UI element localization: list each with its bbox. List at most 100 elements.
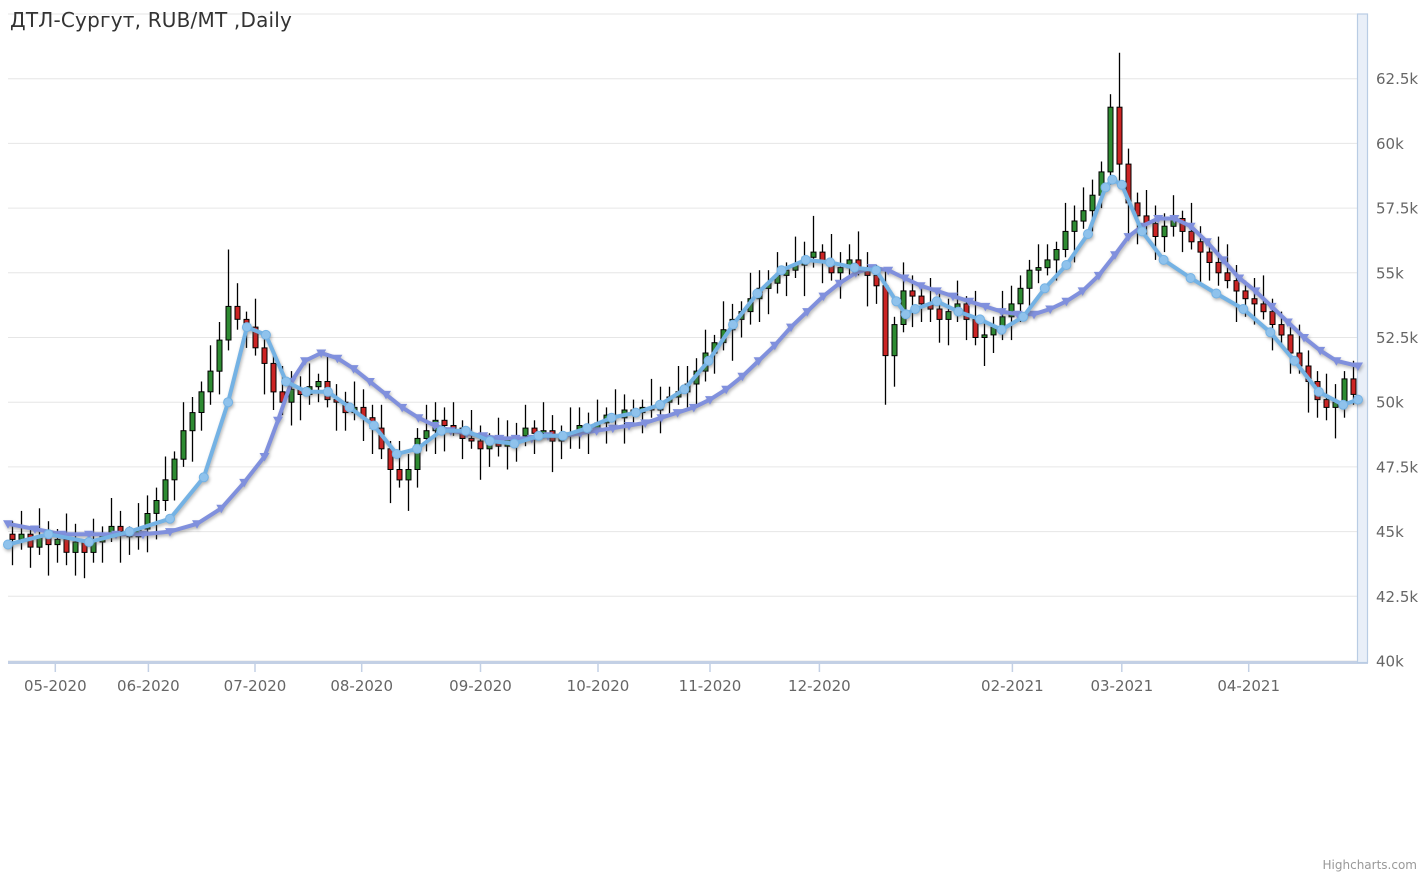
ma-fast-marker[interactable] <box>1353 394 1363 405</box>
candle-up[interactable] <box>639 399 646 434</box>
candle-up[interactable] <box>567 407 574 449</box>
ma-fast-marker[interactable] <box>165 513 175 524</box>
candle-up[interactable] <box>216 322 223 395</box>
ma-fast-marker[interactable] <box>825 257 836 268</box>
ma-slow-marker[interactable] <box>381 390 391 400</box>
ma-fast-marker[interactable] <box>1338 399 1349 410</box>
candle-down[interactable] <box>252 298 259 356</box>
candle-up[interactable] <box>981 319 988 366</box>
ma-slow-marker[interactable] <box>1123 233 1134 242</box>
candle-down[interactable] <box>1116 52 1123 185</box>
candle-down[interactable] <box>549 415 556 473</box>
candle-up[interactable] <box>1044 244 1051 276</box>
candle-down[interactable] <box>297 376 304 421</box>
ma-fast-marker[interactable] <box>533 430 544 441</box>
ma-slow-marker[interactable] <box>656 414 667 423</box>
ma-fast-marker[interactable] <box>1238 304 1249 314</box>
ma-slow-marker[interactable] <box>1331 357 1342 366</box>
candle-down[interactable] <box>261 332 268 395</box>
ma-fast-marker[interactable] <box>509 438 520 449</box>
ma-fast-marker[interactable] <box>1158 254 1169 265</box>
ma-fast-marker[interactable] <box>43 529 54 540</box>
candle-up[interactable] <box>1341 371 1348 418</box>
ma-slow-marker[interactable] <box>1201 238 1212 247</box>
candle-up[interactable] <box>1107 94 1114 185</box>
candle-down[interactable] <box>324 353 331 408</box>
candle-up[interactable] <box>792 236 799 278</box>
ma-fast-marker[interactable] <box>241 322 252 333</box>
ma-slow-marker[interactable] <box>607 424 618 434</box>
candle-up[interactable] <box>1035 244 1042 284</box>
ma-slow-marker[interactable] <box>948 292 958 302</box>
ma-slow-marker[interactable] <box>931 287 942 296</box>
ma-slow-marker[interactable] <box>721 385 732 395</box>
candle-up[interactable] <box>837 252 844 299</box>
ma-fast-marker[interactable] <box>84 537 94 547</box>
candle-down[interactable] <box>468 410 475 449</box>
candle-up[interactable] <box>1080 187 1087 229</box>
ma-slow-marker[interactable] <box>1185 222 1196 232</box>
ma-slow-marker[interactable] <box>413 414 424 423</box>
ma-fast-marker[interactable] <box>871 265 882 276</box>
candle-down[interactable] <box>333 384 340 431</box>
ma-slow-marker[interactable] <box>494 434 505 444</box>
ma-slow-marker[interactable] <box>1234 274 1245 284</box>
ma-slow-marker[interactable] <box>1282 318 1293 328</box>
ma-fast-marker[interactable] <box>728 319 738 330</box>
ma-slow-marker[interactable] <box>1029 310 1039 320</box>
ma-slow-marker[interactable] <box>364 378 375 387</box>
ma-fast-marker[interactable] <box>1313 386 1324 397</box>
ma-slow-marker[interactable] <box>192 520 202 529</box>
ma-fast-marker[interactable] <box>582 423 593 434</box>
candle-up[interactable] <box>153 487 160 540</box>
ma-fast-marker[interactable] <box>630 407 641 418</box>
candle-up[interactable] <box>990 316 997 353</box>
candle-down[interactable] <box>1215 236 1222 286</box>
ma-fast-marker[interactable] <box>1061 260 1072 270</box>
ma-fast-marker[interactable] <box>1185 273 1196 283</box>
ma-slow-marker[interactable] <box>1299 334 1309 343</box>
ma-slow-marker[interactable] <box>216 504 227 514</box>
candle-up[interactable] <box>18 510 25 550</box>
ma-fast-marker[interactable] <box>1107 174 1118 185</box>
candle-down[interactable] <box>234 283 241 330</box>
ma-slow-marker[interactable] <box>239 478 250 488</box>
ma-fast-marker[interactable] <box>900 309 911 320</box>
candle-up[interactable] <box>891 316 898 387</box>
ma-fast-marker[interactable] <box>1289 355 1300 366</box>
ma-fast-marker[interactable] <box>996 324 1007 335</box>
candle-up[interactable] <box>558 425 565 460</box>
ma-fast-marker[interactable] <box>198 472 209 483</box>
ma-slow-marker[interactable] <box>1169 215 1180 224</box>
ma-fast-marker[interactable] <box>606 412 617 423</box>
candle-down[interactable] <box>270 353 277 410</box>
ma-fast-marker[interactable] <box>436 425 447 436</box>
ma-slow-marker[interactable] <box>705 396 715 405</box>
ma-fast-marker[interactable] <box>124 526 135 537</box>
ma-slow-marker[interactable] <box>980 302 991 312</box>
ma-slow-marker[interactable] <box>883 266 894 276</box>
candle-up[interactable] <box>657 386 664 434</box>
ma-slow-marker[interactable] <box>429 422 440 431</box>
ma-fast-marker[interactable] <box>849 262 860 273</box>
ma-slow-marker[interactable] <box>273 416 283 426</box>
ma-slow-marker[interactable] <box>300 357 310 366</box>
ma-fast-marker[interactable] <box>800 254 811 265</box>
ma-slow-marker[interactable] <box>348 365 359 374</box>
ma-fast-marker[interactable] <box>344 402 355 413</box>
ma-slow-marker[interactable] <box>1353 362 1363 372</box>
ma-fast-marker[interactable] <box>412 443 423 454</box>
ma-slow-marker[interactable] <box>1093 271 1104 281</box>
candle-up[interactable] <box>162 456 169 511</box>
ma-slow-marker[interactable] <box>753 357 764 366</box>
candle-up[interactable] <box>1062 202 1069 258</box>
ma-fast-marker[interactable] <box>322 386 333 397</box>
ma-fast-marker[interactable] <box>3 539 13 550</box>
candle-up[interactable] <box>603 407 610 444</box>
ma-slow-marker[interactable] <box>899 274 910 284</box>
ma-slow-marker[interactable] <box>1061 297 1072 307</box>
candle-up[interactable] <box>1026 259 1033 307</box>
ma-slow-marker[interactable] <box>332 354 343 364</box>
ma-fast-marker[interactable] <box>260 329 271 340</box>
ma-fast-marker[interactable] <box>891 296 902 307</box>
